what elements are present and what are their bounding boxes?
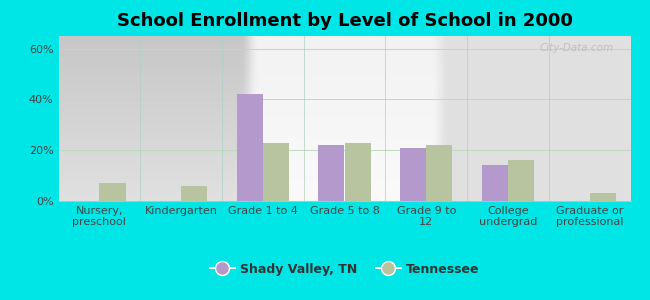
Bar [99,183,125,201]
Bar [237,94,263,201]
Bar [318,145,344,201]
Bar [344,142,370,201]
Bar [426,145,452,201]
Bar [482,166,508,201]
Bar [263,142,289,201]
Legend: Shady Valley, TN, Tennessee: Shady Valley, TN, Tennessee [205,257,484,280]
Bar [181,186,207,201]
Title: School Enrollment by Level of School in 2000: School Enrollment by Level of School in … [116,12,573,30]
Text: City-Data.com: City-Data.com [540,43,614,52]
Bar [590,194,616,201]
Bar [400,148,426,201]
Bar [508,160,534,201]
